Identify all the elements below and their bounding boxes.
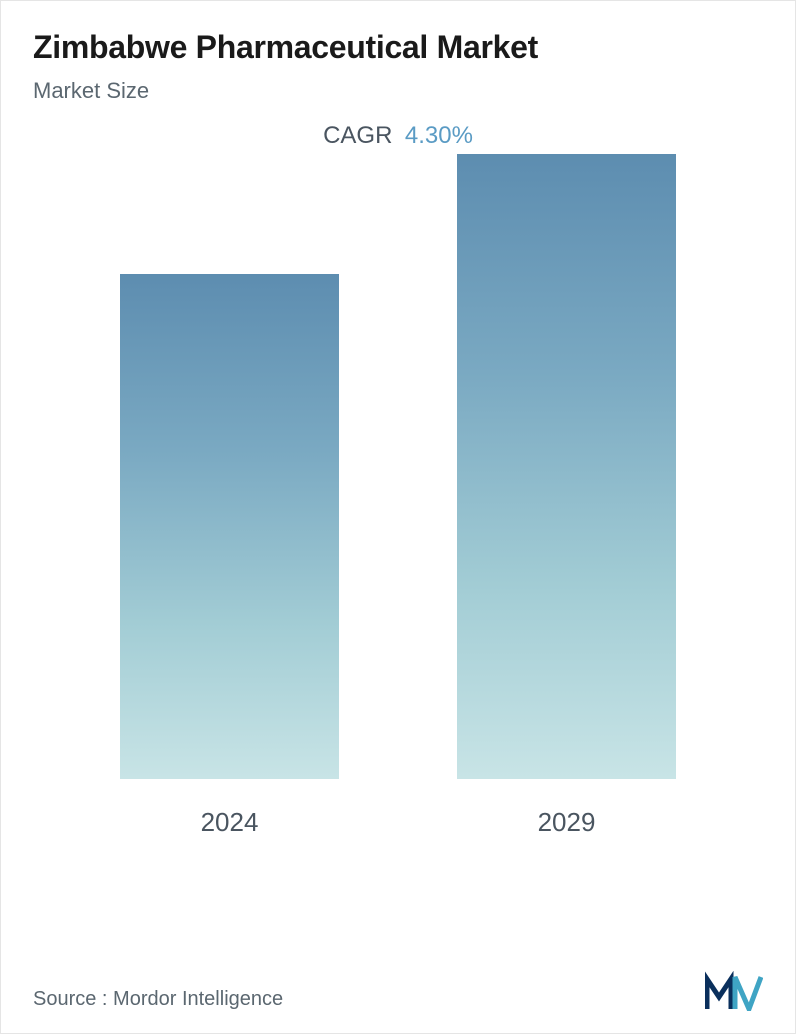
bar-label-1: 2029 bbox=[538, 807, 596, 838]
cagr-row: CAGR 4.30% bbox=[33, 122, 763, 150]
footer: Source : Mordor Intelligence bbox=[33, 971, 763, 1011]
chart-subtitle: Market Size bbox=[33, 78, 763, 104]
bar-1 bbox=[457, 154, 675, 779]
bar-group-0: 2024 bbox=[78, 274, 381, 838]
chart-area: 2024 2029 bbox=[1, 178, 795, 898]
source-label: Source : Mordor Intelligence bbox=[33, 988, 283, 1011]
bars-container: 2024 2029 bbox=[41, 178, 755, 838]
cagr-value: 4.30% bbox=[405, 122, 473, 149]
bar-group-1: 2029 bbox=[415, 154, 718, 838]
bar-label-0: 2024 bbox=[201, 807, 259, 838]
bar-0 bbox=[120, 274, 338, 779]
chart-title: Zimbabwe Pharmaceutical Market bbox=[33, 29, 763, 66]
cagr-label: CAGR bbox=[323, 122, 392, 149]
mordor-logo-icon bbox=[705, 971, 763, 1011]
